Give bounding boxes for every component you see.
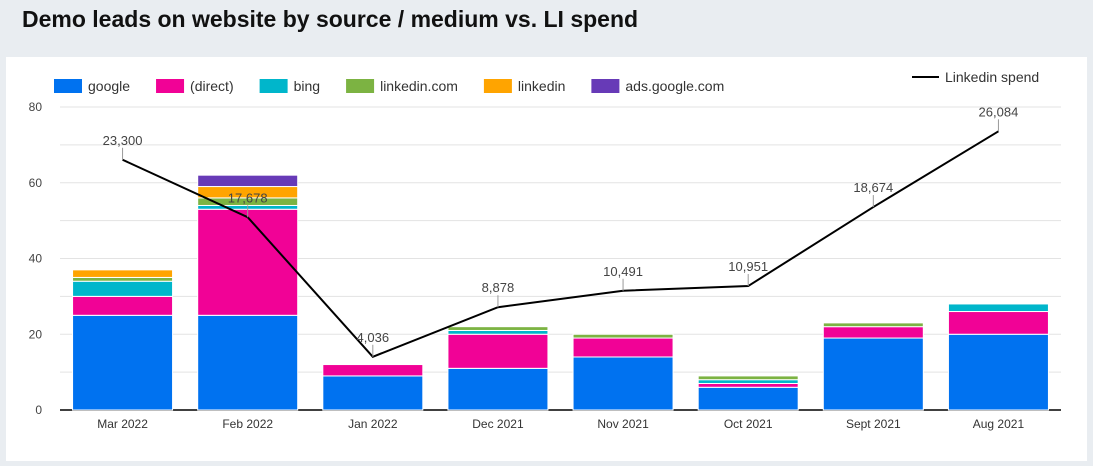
legend-label: Linkedin spend: [945, 69, 1039, 85]
y-tick-label: 80: [29, 100, 43, 114]
line-data-label: 23,300: [103, 133, 143, 148]
line-data-label: 10,951: [728, 259, 768, 274]
legend-swatch: [156, 79, 185, 93]
y-tick-label: 20: [29, 327, 43, 341]
bar-segment-linkedincom: [572, 333, 674, 339]
bar-segment-google: [572, 356, 674, 411]
bar-segment-google: [197, 314, 299, 411]
bar-segment-direct: [822, 326, 924, 339]
bar-segment-direct: [572, 337, 674, 358]
bar-segment-linkedincom: [697, 375, 799, 381]
bar-segment-direct: [322, 364, 424, 377]
bar-segment-bing: [72, 280, 174, 297]
bar-segment-google: [697, 386, 799, 411]
x-tick-label: Mar 2022: [97, 417, 148, 431]
bar-segment-direct: [697, 382, 799, 388]
bar-segment-direct: [72, 295, 174, 316]
line-data-label: 8,878: [482, 280, 515, 295]
bar-segment-bing: [447, 329, 549, 335]
x-tick-label: Oct 2021: [724, 417, 773, 431]
legend-swatch: [591, 79, 620, 93]
line-data-label: 4,036: [357, 330, 390, 345]
y-tick-label: 60: [29, 176, 43, 190]
bar-segment-linkedin: [72, 269, 174, 278]
x-tick-label: Sept 2021: [846, 417, 901, 431]
line-data-label: 17,678: [228, 190, 268, 205]
legend-swatch: [483, 79, 512, 93]
legend-swatch: [346, 79, 375, 93]
legend-label: linkedin.com: [380, 78, 458, 94]
bar-segment-bing: [947, 303, 1049, 313]
bar-segment-adsgooglecom: [197, 174, 299, 188]
line-data-label: 26,084: [979, 104, 1019, 119]
bar-segment-direct: [197, 208, 299, 316]
y-tick-label: 40: [29, 252, 43, 266]
line-data-label: 10,491: [603, 264, 643, 279]
x-tick-label: Jan 2022: [348, 417, 398, 431]
stacked-bar-chart: 0 20 40 60 80 Mar 2022 Feb 2022 Jan 2022 Dec 202…: [29, 69, 1061, 431]
bar-segment-google: [947, 333, 1049, 411]
bar-segment-google: [322, 375, 424, 411]
legend-label: google: [88, 78, 130, 94]
legend-label: linkedin: [518, 78, 565, 94]
bar-segment-bing: [697, 379, 799, 384]
bar-segment-direct: [447, 333, 549, 369]
bar-segment-google: [447, 367, 549, 411]
bar-segment-linkedincom: [447, 326, 549, 331]
chart-title: Demo leads on website by source / medium…: [22, 6, 639, 32]
legend-label: (direct): [190, 78, 234, 94]
x-tick-label: Aug 2021: [973, 417, 1025, 431]
x-tick-label: Feb 2022: [222, 417, 273, 431]
linkedin-spend-line: [122, 130, 999, 358]
bar-segment-google: [72, 314, 174, 411]
y-tick-label: 0: [35, 403, 42, 417]
chart-card: 0 20 40 60 80 Mar 2022 Feb 2022 Jan 2022 Dec 202…: [6, 57, 1087, 461]
legend-swatch: [259, 79, 288, 93]
bar-segment-google: [822, 337, 924, 411]
legend-swatch: [54, 79, 82, 93]
legend-label: bing: [294, 78, 320, 94]
x-tick-label: Dec 2021: [472, 417, 524, 431]
bar-segment-direct: [947, 311, 1049, 335]
bar-segment-linkedincom: [72, 276, 174, 282]
bar-segment-linkedincom: [822, 322, 924, 328]
x-tick-label: Nov 2021: [597, 417, 649, 431]
line-data-label: 18,674: [853, 180, 893, 195]
legend-label: ads.google.com: [625, 78, 724, 94]
